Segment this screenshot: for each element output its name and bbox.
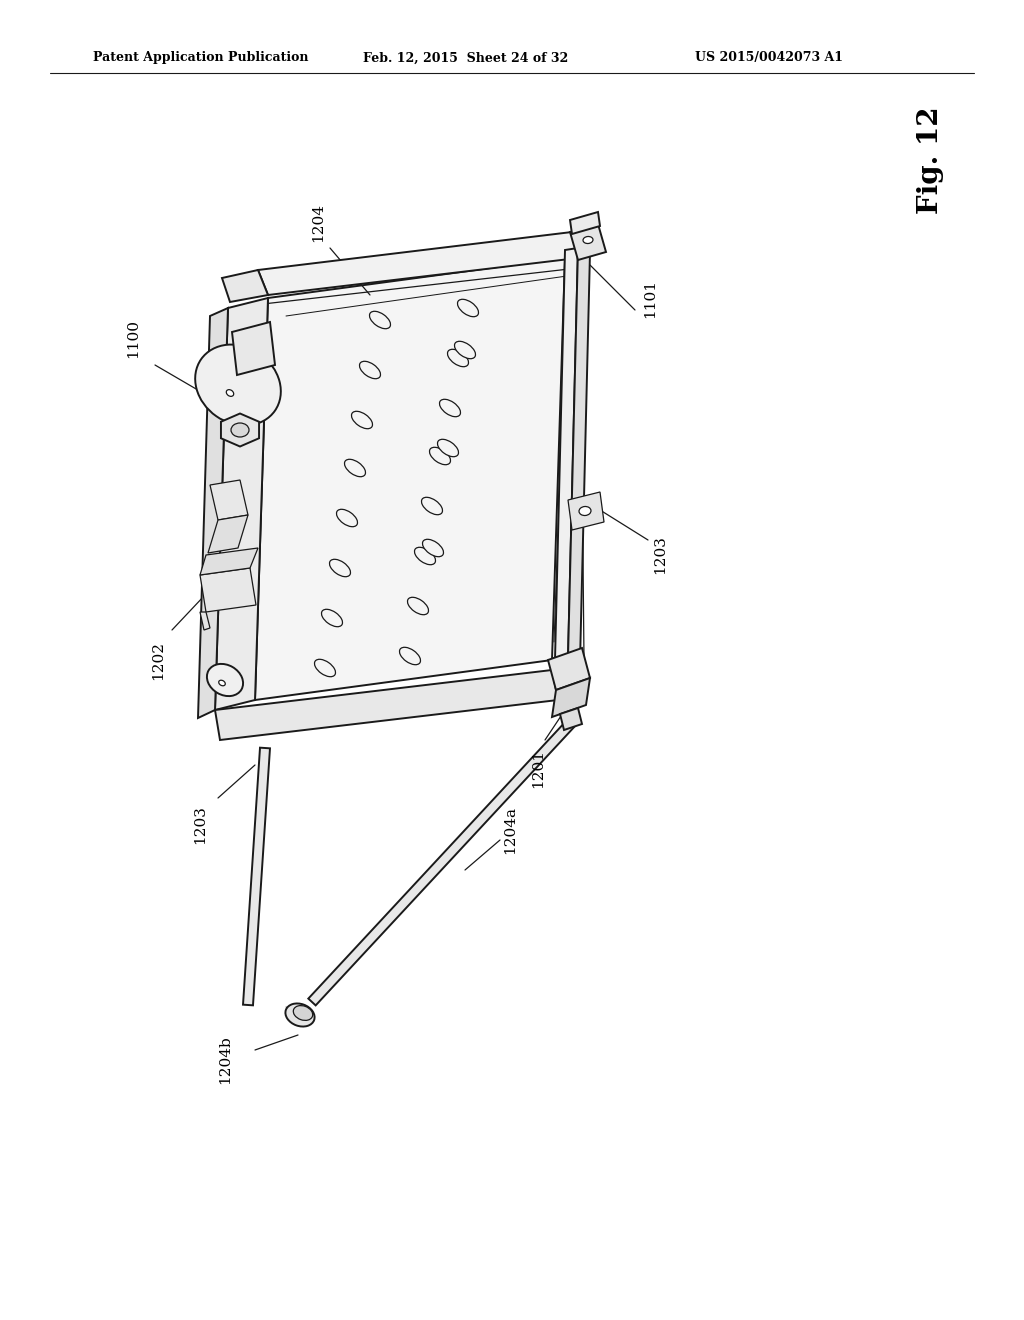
Polygon shape — [560, 708, 582, 730]
Polygon shape — [200, 548, 258, 576]
Polygon shape — [215, 671, 558, 741]
Ellipse shape — [437, 440, 459, 457]
Polygon shape — [208, 515, 248, 553]
Polygon shape — [552, 678, 590, 717]
Polygon shape — [232, 322, 275, 375]
Polygon shape — [570, 224, 606, 260]
Ellipse shape — [415, 548, 435, 565]
Ellipse shape — [447, 350, 469, 367]
Text: US 2015/0042073 A1: US 2015/0042073 A1 — [695, 51, 843, 65]
Ellipse shape — [423, 540, 443, 557]
Polygon shape — [568, 492, 604, 531]
Polygon shape — [200, 568, 256, 612]
Ellipse shape — [226, 389, 233, 396]
Polygon shape — [200, 612, 210, 630]
Ellipse shape — [579, 507, 591, 516]
Text: Feb. 12, 2015  Sheet 24 of 32: Feb. 12, 2015 Sheet 24 of 32 — [362, 51, 568, 65]
Polygon shape — [255, 257, 565, 700]
Polygon shape — [210, 480, 248, 520]
Ellipse shape — [408, 597, 428, 615]
Text: Patent Application Publication: Patent Application Publication — [93, 51, 308, 65]
Ellipse shape — [439, 399, 461, 417]
Ellipse shape — [458, 300, 478, 317]
Text: 1204b: 1204b — [218, 1036, 232, 1084]
Ellipse shape — [337, 510, 357, 527]
Ellipse shape — [314, 659, 336, 677]
Ellipse shape — [399, 647, 421, 665]
Text: 1100: 1100 — [126, 318, 140, 358]
Ellipse shape — [359, 362, 381, 379]
Polygon shape — [221, 413, 259, 446]
Text: 1101: 1101 — [643, 279, 657, 318]
Polygon shape — [198, 308, 228, 718]
Ellipse shape — [293, 1006, 312, 1020]
Polygon shape — [215, 298, 268, 710]
Polygon shape — [258, 232, 578, 294]
Polygon shape — [568, 248, 590, 663]
Ellipse shape — [196, 345, 281, 425]
Ellipse shape — [429, 447, 451, 465]
Ellipse shape — [455, 342, 475, 359]
Text: 1203: 1203 — [653, 536, 667, 574]
Ellipse shape — [422, 498, 442, 515]
Ellipse shape — [286, 1003, 314, 1027]
Ellipse shape — [322, 610, 342, 627]
Ellipse shape — [351, 412, 373, 429]
Ellipse shape — [330, 560, 350, 577]
Ellipse shape — [344, 459, 366, 477]
Polygon shape — [222, 271, 268, 302]
Ellipse shape — [219, 680, 225, 686]
Polygon shape — [570, 213, 600, 234]
Polygon shape — [548, 648, 590, 690]
Ellipse shape — [207, 664, 243, 696]
Ellipse shape — [231, 422, 249, 437]
Polygon shape — [308, 718, 575, 1006]
Text: 1202: 1202 — [151, 640, 165, 680]
Text: 1203: 1203 — [193, 805, 207, 845]
Text: 1204: 1204 — [311, 202, 325, 242]
Text: 1204a: 1204a — [503, 807, 517, 854]
Text: Fig. 12: Fig. 12 — [916, 106, 943, 214]
Ellipse shape — [370, 312, 390, 329]
Text: 1201: 1201 — [531, 748, 545, 788]
Ellipse shape — [583, 236, 593, 243]
Polygon shape — [243, 747, 270, 1006]
Polygon shape — [555, 248, 578, 660]
